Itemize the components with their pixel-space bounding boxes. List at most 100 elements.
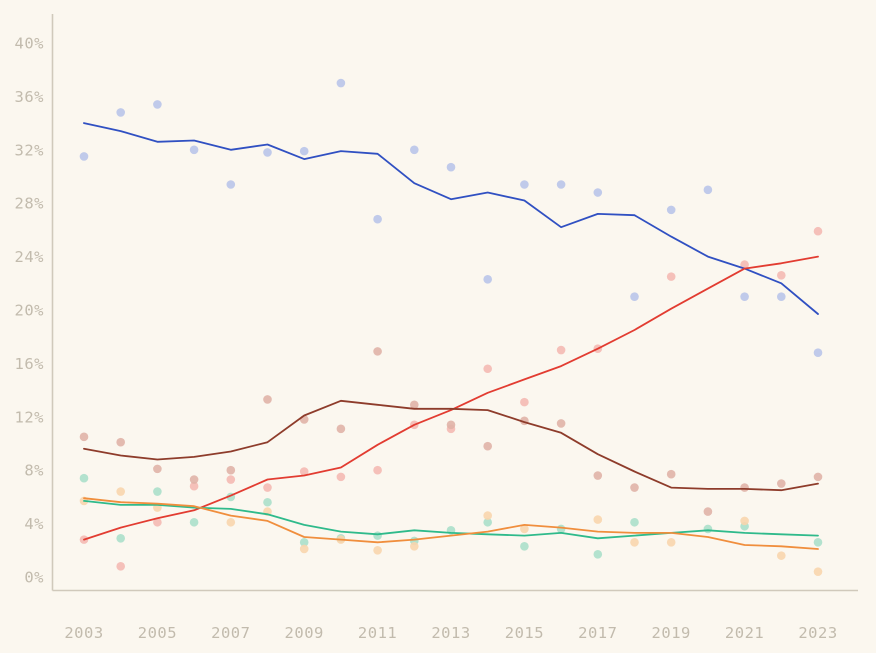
data-point-red <box>336 472 346 482</box>
data-point-red <box>520 397 529 407</box>
data-point-green <box>520 541 529 551</box>
data-point-blue <box>410 145 419 155</box>
data-point-orange <box>116 487 125 496</box>
data-point-green <box>556 524 566 534</box>
y-axis-label: 32% <box>15 141 45 159</box>
data-point-red <box>740 260 749 269</box>
data-point-dark-red <box>740 483 749 492</box>
data-point-dark-red <box>630 483 639 492</box>
y-axis-label: 8% <box>24 462 44 480</box>
data-point-green <box>263 497 272 507</box>
x-axis-label: 2011 <box>358 624 397 642</box>
data-point-blue <box>153 100 162 109</box>
x-axis-label: 2005 <box>138 624 177 642</box>
data-point-orange <box>483 511 493 520</box>
data-point-red <box>299 467 309 476</box>
data-point-dark-red <box>226 465 236 475</box>
data-point-dark-red <box>666 469 676 479</box>
data-point-red <box>813 226 823 236</box>
y-axis-label: 36% <box>15 88 45 106</box>
data-point-dark-red <box>556 419 566 428</box>
trend-line-orange <box>83 497 819 550</box>
data-point-blue <box>593 188 603 197</box>
data-point-orange <box>299 544 309 554</box>
data-point-red <box>263 483 272 492</box>
data-point-green <box>299 537 309 547</box>
data-point-dark-red <box>777 479 786 488</box>
data-point-blue <box>79 152 89 161</box>
data-point-red <box>777 270 786 280</box>
data-point-blue <box>336 78 346 88</box>
trend-line-blue <box>83 122 819 315</box>
data-point-blue <box>226 180 236 189</box>
data-point-orange <box>593 515 603 524</box>
data-point-blue <box>666 205 676 215</box>
data-point-green <box>703 524 713 534</box>
data-point-blue <box>116 108 125 117</box>
trend-line-green <box>83 499 819 540</box>
data-point-green <box>189 517 199 527</box>
data-point-orange <box>666 537 676 547</box>
data-point-blue <box>740 292 749 301</box>
data-point-green <box>116 533 125 543</box>
data-point-orange <box>410 541 419 551</box>
data-point-dark-red <box>263 395 272 404</box>
data-point-red <box>483 364 493 374</box>
x-axis-label: 2021 <box>725 624 764 642</box>
data-point-blue <box>483 274 493 284</box>
data-point-dark-red <box>116 437 125 447</box>
data-point-green <box>813 537 823 547</box>
data-point-dark-red <box>336 424 346 434</box>
data-point-orange <box>630 537 639 547</box>
y-axis-label: 40% <box>15 35 45 53</box>
y-axis-label: 16% <box>15 355 45 373</box>
data-point-green <box>630 517 639 527</box>
data-point-red <box>226 475 236 484</box>
data-point-blue <box>446 162 456 172</box>
y-axis-label: 24% <box>15 248 45 266</box>
data-point-blue <box>373 214 382 224</box>
data-point-dark-red <box>593 471 603 480</box>
data-point-red <box>373 465 382 475</box>
data-point-red <box>666 272 676 281</box>
data-point-blue <box>189 145 199 155</box>
data-point-blue <box>299 146 309 156</box>
x-axis-label: 2017 <box>578 624 617 642</box>
data-point-blue <box>813 348 823 358</box>
x-axis-label: 2015 <box>505 624 544 642</box>
x-axis-label: 2007 <box>211 624 250 642</box>
data-point-blue <box>520 180 529 189</box>
data-point-green <box>373 531 382 540</box>
data-point-dark-red <box>813 472 823 482</box>
data-point-green <box>153 487 162 496</box>
data-point-green <box>79 473 89 483</box>
y-axis-label: 4% <box>24 515 44 533</box>
data-point-orange <box>226 517 236 527</box>
data-point-dark-red <box>153 464 162 474</box>
data-point-dark-red <box>410 400 419 410</box>
data-point-red <box>189 481 199 491</box>
data-point-orange <box>777 551 786 560</box>
trend-line-dark-red <box>83 399 819 492</box>
data-point-blue <box>556 180 566 189</box>
data-point-blue <box>263 148 272 157</box>
data-point-dark-red <box>79 432 89 442</box>
data-point-red <box>153 517 162 527</box>
x-axis-label: 2009 <box>285 624 324 642</box>
y-axis-label: 28% <box>15 195 45 213</box>
data-point-red <box>116 562 125 571</box>
data-point-red <box>556 345 566 355</box>
x-axis-label: 2013 <box>431 624 470 642</box>
y-axis-label: 12% <box>15 408 45 426</box>
data-point-green <box>483 517 493 527</box>
x-axis-label: 2019 <box>652 624 691 642</box>
data-point-orange <box>740 516 749 526</box>
data-point-green <box>593 550 603 559</box>
data-point-dark-red <box>189 475 199 484</box>
data-point-orange <box>373 546 382 555</box>
data-point-orange <box>520 524 529 534</box>
data-point-dark-red <box>446 420 456 430</box>
data-point-blue <box>630 292 639 301</box>
